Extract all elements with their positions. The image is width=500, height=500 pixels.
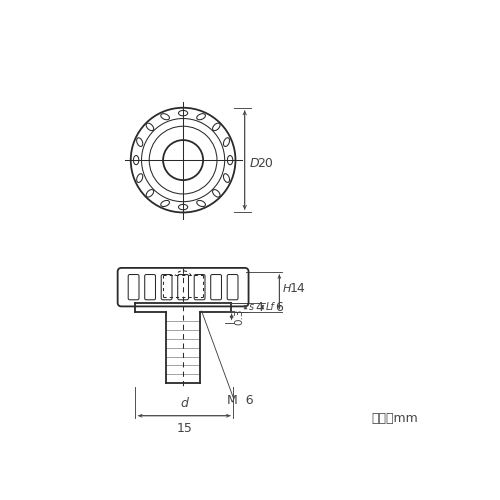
Text: M  6: M 6 <box>227 394 254 407</box>
Text: s: s <box>248 302 254 312</box>
Text: d: d <box>180 396 188 409</box>
Text: 単位：mm: 単位：mm <box>372 412 418 424</box>
Text: 20: 20 <box>257 156 273 170</box>
Text: 4: 4 <box>256 300 264 314</box>
Text: Lf: Lf <box>266 302 274 312</box>
Text: 6: 6 <box>274 300 282 314</box>
Text: 15: 15 <box>176 422 192 435</box>
Text: 0.3: 0.3 <box>234 308 244 325</box>
Text: D: D <box>250 156 260 170</box>
Text: 14: 14 <box>290 282 306 295</box>
Text: H: H <box>283 284 292 294</box>
